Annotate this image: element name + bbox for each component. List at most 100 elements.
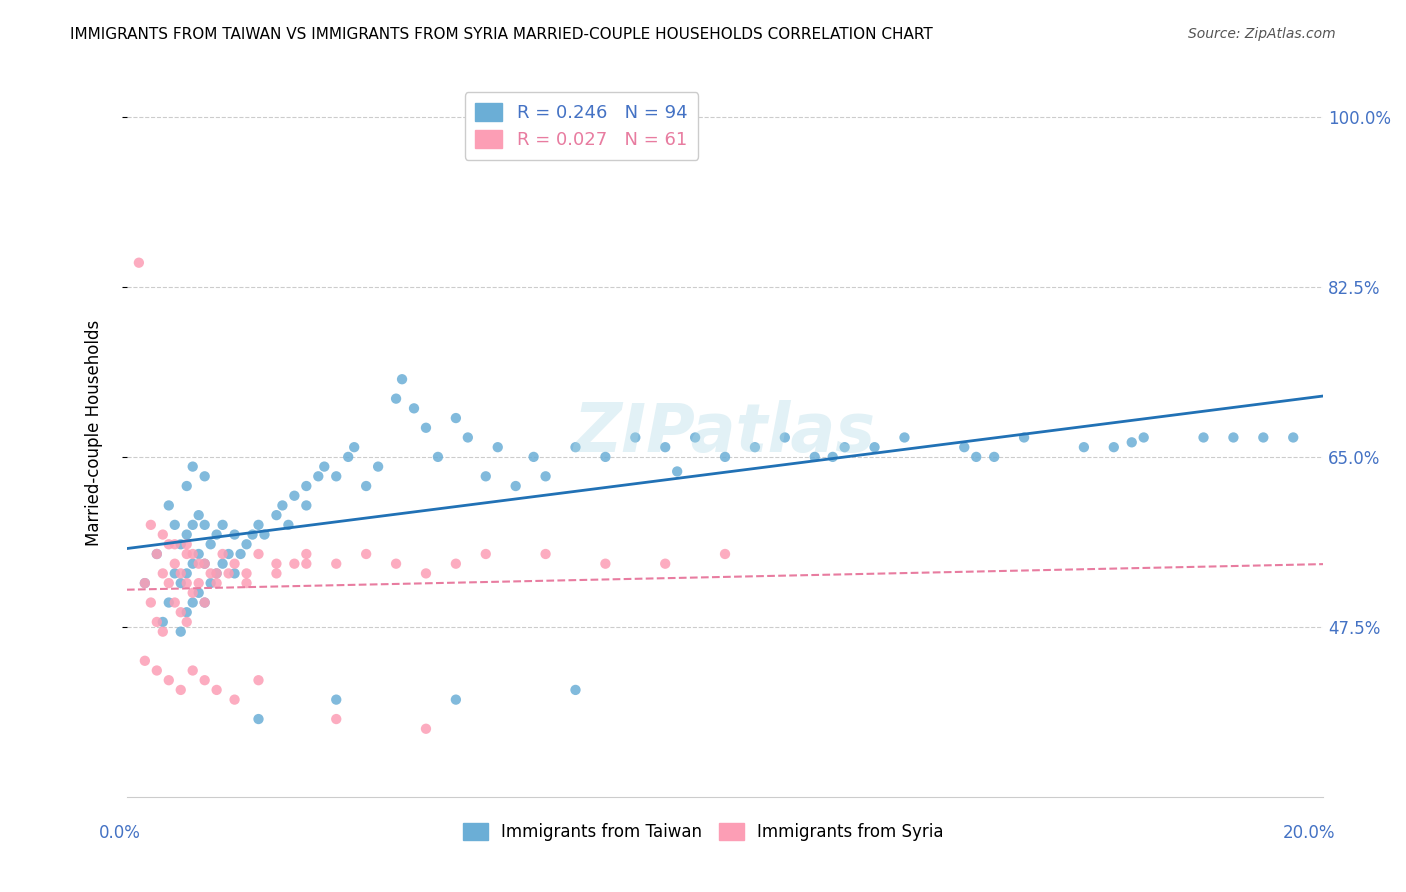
Text: 0.0%: 0.0%: [98, 824, 141, 842]
Point: [266, 508, 288, 523]
Point: [295, 499, 318, 513]
Point: [218, 547, 240, 561]
Point: [295, 479, 318, 493]
Point: [1132, 430, 1154, 444]
Point: [834, 440, 856, 454]
Point: [176, 576, 198, 591]
Point: [194, 673, 217, 688]
Point: [176, 605, 198, 619]
Point: [385, 392, 408, 406]
Point: [194, 557, 217, 571]
Point: [176, 527, 198, 541]
Point: [444, 411, 467, 425]
Point: [266, 566, 288, 581]
Point: [271, 499, 294, 513]
Point: [247, 547, 270, 561]
Point: [170, 566, 193, 581]
Text: Source: ZipAtlas.com: Source: ZipAtlas.com: [1188, 27, 1336, 41]
Point: [134, 654, 156, 668]
Point: [187, 508, 209, 523]
Point: [163, 595, 186, 609]
Point: [595, 557, 617, 571]
Point: [253, 527, 276, 541]
Point: [965, 450, 987, 464]
Point: [247, 712, 270, 726]
Point: [235, 537, 257, 551]
Point: [163, 517, 186, 532]
Point: [224, 566, 246, 581]
Point: [205, 566, 228, 581]
Point: [1073, 440, 1095, 454]
Point: [194, 557, 217, 571]
Point: [152, 527, 174, 541]
Point: [983, 450, 1005, 464]
Point: [564, 682, 586, 697]
Point: [194, 469, 217, 483]
Point: [654, 440, 676, 454]
Point: [205, 576, 228, 591]
Point: [181, 586, 204, 600]
Point: [163, 537, 186, 551]
Point: [128, 256, 150, 270]
Point: [139, 517, 162, 532]
Point: [181, 517, 204, 532]
Point: [534, 469, 557, 483]
Point: [314, 459, 336, 474]
Point: [1222, 430, 1244, 444]
Point: [176, 615, 198, 629]
Point: [157, 595, 180, 609]
Point: [247, 517, 270, 532]
Point: [176, 547, 198, 561]
Point: [534, 547, 557, 561]
Point: [211, 547, 233, 561]
Point: [157, 537, 180, 551]
Point: [211, 517, 233, 532]
Point: [325, 557, 347, 571]
Point: [170, 576, 193, 591]
Point: [170, 682, 193, 697]
Point: [181, 547, 204, 561]
Point: [176, 479, 198, 493]
Point: [200, 537, 222, 551]
Point: [283, 489, 305, 503]
Point: [475, 469, 498, 483]
Point: [295, 557, 318, 571]
Point: [235, 566, 257, 581]
Point: [152, 624, 174, 639]
Point: [654, 557, 676, 571]
Point: [242, 527, 264, 541]
Point: [157, 576, 180, 591]
Point: [1282, 430, 1305, 444]
Point: [1121, 435, 1143, 450]
Point: [152, 566, 174, 581]
Point: [1192, 430, 1215, 444]
Point: [218, 566, 240, 581]
Point: [325, 692, 347, 706]
Point: [266, 557, 288, 571]
Point: [194, 517, 217, 532]
Point: [354, 547, 377, 561]
Point: [200, 576, 222, 591]
Point: [181, 595, 204, 609]
Y-axis label: Married-couple Households: Married-couple Households: [86, 319, 103, 546]
Point: [953, 440, 976, 454]
Point: [163, 557, 186, 571]
Point: [744, 440, 766, 454]
Point: [163, 566, 186, 581]
Point: [354, 479, 377, 493]
Point: [295, 547, 318, 561]
Point: [224, 527, 246, 541]
Point: [714, 547, 737, 561]
Point: [170, 605, 193, 619]
Point: [157, 673, 180, 688]
Point: [205, 682, 228, 697]
Point: [343, 440, 366, 454]
Point: [235, 576, 257, 591]
Point: [523, 450, 546, 464]
Point: [624, 430, 647, 444]
Point: [181, 664, 204, 678]
Point: [283, 557, 305, 571]
Point: [200, 566, 222, 581]
Legend: R = 0.246   N = 94, R = 0.027   N = 61: R = 0.246 N = 94, R = 0.027 N = 61: [464, 92, 699, 160]
Point: [426, 450, 449, 464]
